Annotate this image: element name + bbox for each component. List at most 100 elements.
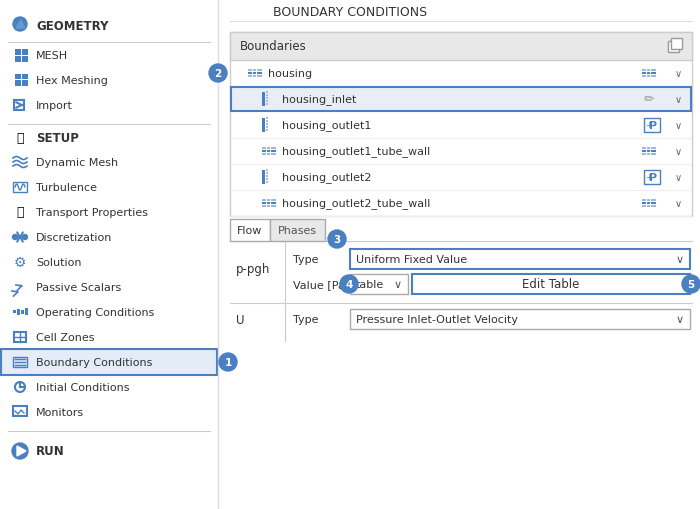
Text: housing: housing xyxy=(268,69,312,79)
Polygon shape xyxy=(17,446,26,456)
Bar xyxy=(642,76,656,78)
Bar xyxy=(262,203,276,205)
Bar xyxy=(262,119,265,133)
Text: P: P xyxy=(649,121,657,131)
Bar xyxy=(262,200,276,202)
Text: U: U xyxy=(236,313,244,326)
Bar xyxy=(22,50,28,56)
Text: RUN: RUN xyxy=(36,445,64,458)
Bar xyxy=(642,200,656,202)
Bar xyxy=(412,274,690,294)
Text: housing_outlet2_tube_wall: housing_outlet2_tube_wall xyxy=(282,198,430,209)
Bar xyxy=(266,176,268,178)
Bar xyxy=(248,70,262,72)
Bar xyxy=(262,171,265,185)
Bar xyxy=(262,203,276,205)
Text: Boundaries: Boundaries xyxy=(240,40,307,53)
Text: 🔧: 🔧 xyxy=(16,131,24,144)
Bar xyxy=(230,219,270,242)
Bar xyxy=(266,104,268,106)
Bar xyxy=(13,310,16,314)
Bar xyxy=(350,249,690,269)
Bar xyxy=(262,151,276,153)
Bar xyxy=(266,95,268,97)
Bar xyxy=(266,121,268,123)
Text: Edit Table: Edit Table xyxy=(522,278,580,291)
Bar xyxy=(262,93,265,107)
Bar xyxy=(248,73,262,75)
Bar xyxy=(262,206,276,208)
Bar xyxy=(668,42,679,53)
Bar xyxy=(262,154,276,156)
Bar xyxy=(262,206,276,208)
Bar xyxy=(642,151,656,153)
Circle shape xyxy=(328,231,346,248)
Bar xyxy=(642,206,656,208)
Text: BOUNDARY CONDITIONS: BOUNDARY CONDITIONS xyxy=(273,6,427,18)
Text: 🚚: 🚚 xyxy=(16,206,24,219)
Circle shape xyxy=(13,235,18,240)
Bar xyxy=(25,308,28,316)
Text: Type: Type xyxy=(293,254,319,265)
Text: Discretization: Discretization xyxy=(36,233,113,242)
Bar xyxy=(230,33,692,61)
Bar xyxy=(231,88,691,112)
Text: 3: 3 xyxy=(333,235,341,244)
Bar xyxy=(1,349,217,375)
Bar xyxy=(642,73,656,75)
Bar xyxy=(266,173,268,175)
Text: ∨: ∨ xyxy=(674,173,682,183)
Circle shape xyxy=(12,443,28,459)
Circle shape xyxy=(682,275,700,293)
Bar xyxy=(22,75,28,80)
Text: Pressure Inlet-Outlet Velocity: Pressure Inlet-Outlet Velocity xyxy=(356,315,518,324)
Text: +: + xyxy=(645,173,652,182)
Bar xyxy=(266,179,268,181)
Bar xyxy=(13,406,27,416)
Text: Solution: Solution xyxy=(36,258,81,267)
Text: ∨: ∨ xyxy=(676,254,684,265)
Bar xyxy=(15,50,21,56)
Bar xyxy=(644,119,660,133)
Bar xyxy=(15,75,21,80)
Text: table: table xyxy=(356,279,384,290)
Bar xyxy=(248,76,262,78)
Text: housing_outlet2: housing_outlet2 xyxy=(282,172,372,183)
Bar xyxy=(248,76,262,78)
Bar xyxy=(350,309,690,329)
Text: ∨: ∨ xyxy=(674,199,682,209)
Bar xyxy=(266,124,268,126)
Bar xyxy=(642,151,656,153)
Text: Monitors: Monitors xyxy=(36,407,84,417)
Bar xyxy=(14,332,26,343)
Bar xyxy=(0,0,218,509)
Bar xyxy=(266,169,268,172)
Text: 4: 4 xyxy=(345,279,353,290)
Text: P: P xyxy=(649,173,657,183)
Bar xyxy=(671,39,682,50)
Bar xyxy=(248,73,262,75)
Text: +: + xyxy=(645,121,652,130)
Text: ∨: ∨ xyxy=(674,121,682,131)
Text: Initial Conditions: Initial Conditions xyxy=(36,382,130,392)
Bar xyxy=(22,57,28,63)
Text: Boundary Conditions: Boundary Conditions xyxy=(36,357,153,367)
Bar xyxy=(266,92,268,94)
Text: ∨: ∨ xyxy=(676,315,684,324)
Circle shape xyxy=(209,65,227,83)
Bar xyxy=(21,310,24,315)
Circle shape xyxy=(13,18,27,32)
Bar xyxy=(266,98,268,100)
Bar xyxy=(642,73,656,75)
Bar xyxy=(266,130,268,132)
Text: 1: 1 xyxy=(225,357,232,367)
Text: MESH: MESH xyxy=(36,51,68,61)
Bar xyxy=(22,81,28,87)
Text: Passive Scalars: Passive Scalars xyxy=(36,282,121,293)
Text: Cell Zones: Cell Zones xyxy=(36,332,94,343)
Bar xyxy=(262,148,276,150)
Bar xyxy=(262,154,276,156)
Text: housing_inlet: housing_inlet xyxy=(282,94,356,105)
Text: ∨: ∨ xyxy=(674,147,682,157)
Text: ∨: ∨ xyxy=(674,69,682,79)
